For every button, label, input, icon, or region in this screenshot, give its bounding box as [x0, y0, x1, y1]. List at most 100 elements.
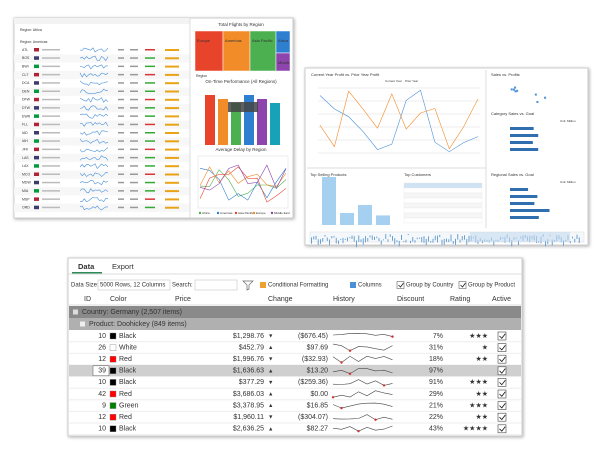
id-cell: 26 [98, 344, 106, 351]
timeline-tick [466, 238, 468, 245]
tab: Data [78, 262, 95, 271]
num [118, 49, 124, 51]
row-sparkline [79, 130, 109, 136]
size-dropdown[interactable] [97, 279, 171, 291]
stars [165, 57, 179, 60]
id-cell: 12 [98, 356, 106, 363]
treemap-label: Europe [197, 38, 211, 43]
profit-line [319, 90, 479, 150]
search-box[interactable] [194, 279, 238, 291]
timeline-tick [380, 240, 382, 245]
flag [34, 106, 39, 110]
timeline-tick [403, 240, 405, 243]
trend [145, 73, 155, 76]
active-checkbox[interactable] [497, 378, 507, 387]
active-checkbox[interactable] [497, 366, 507, 376]
color-cell: Red [119, 414, 132, 421]
timeline-tick [320, 239, 321, 244]
active-checkbox[interactable] [497, 412, 507, 422]
toolbar-button[interactable]: Columns [358, 283, 382, 289]
num [118, 115, 124, 117]
name-bar [42, 156, 60, 159]
flag [34, 164, 39, 168]
timeline-tick [344, 238, 346, 240]
color-cell: Green [119, 402, 139, 409]
grid-header [14, 18, 190, 24]
timeline-tick [430, 240, 432, 243]
active-checkbox[interactable] [497, 331, 507, 341]
active-checkbox[interactable] [497, 343, 507, 352]
bullet-bar [510, 188, 529, 191]
trend [145, 132, 155, 134]
row-sparkline [79, 163, 109, 170]
color-swatch [109, 356, 117, 363]
change-arrow: ▼ [268, 357, 273, 363]
active-checkbox[interactable] [497, 424, 507, 434]
history-sparkline [332, 402, 393, 409]
row-sparkline [79, 88, 109, 95]
change-cell: $82.27 [307, 426, 329, 433]
stars [165, 198, 179, 201]
group-row [69, 306, 521, 318]
delay-line [199, 164, 287, 191]
name-bar [42, 148, 60, 151]
num [118, 82, 124, 84]
column-header: Price [175, 296, 191, 303]
flag [34, 180, 39, 185]
stars [165, 107, 179, 110]
airport-code: JFK [22, 148, 29, 152]
expander[interactable] [73, 309, 78, 315]
change-arrow: ▼ [268, 380, 273, 386]
color-cell: Black [119, 426, 137, 433]
toolbar-button[interactable]: Conditional Formatting [268, 283, 328, 289]
flag [34, 155, 39, 160]
axis-label: Region [196, 74, 207, 78]
checkbox[interactable] [458, 281, 467, 289]
timeline-tick [574, 238, 576, 243]
trend [145, 148, 155, 151]
num [118, 165, 124, 167]
legend-entry: Africa [202, 211, 210, 215]
change-cell: ($676.45) [298, 333, 328, 340]
timeline-tick [367, 238, 369, 242]
trend [145, 107, 155, 109]
discount-cell: 43% [429, 426, 443, 433]
timeline-tick [335, 237, 337, 244]
timeline-tick [414, 240, 416, 243]
stars [165, 49, 179, 51]
row-sparkline [79, 113, 109, 119]
num [130, 148, 138, 151]
scatter-dot [514, 86, 517, 89]
row-band [14, 70, 190, 80]
history-low [357, 429, 360, 433]
timeline-tick [421, 237, 423, 243]
name-bar [42, 198, 60, 200]
expander[interactable] [80, 321, 85, 327]
legend-entry: Current Year [385, 79, 402, 83]
row-band [14, 54, 190, 63]
active-checkbox[interactable] [497, 354, 507, 364]
product-bar [376, 215, 390, 225]
history-sparkline [332, 332, 393, 337]
num [130, 90, 138, 92]
row-band [14, 170, 190, 179]
row-sparkline [79, 55, 109, 62]
active-checkbox[interactable] [497, 389, 507, 399]
timeline-tick [347, 237, 348, 242]
stars [165, 148, 179, 151]
flag [34, 72, 39, 77]
timeline-tick [362, 238, 364, 245]
num [130, 165, 138, 167]
filter-icon[interactable] [242, 280, 254, 291]
timeline-tick [578, 237, 580, 243]
num [118, 206, 124, 209]
row-sparkline [79, 172, 109, 177]
checkbox[interactable] [396, 281, 405, 289]
active-checkbox[interactable] [497, 401, 507, 410]
legend-swatch [234, 211, 238, 215]
bullet-bar [510, 209, 550, 212]
product-bar [358, 205, 372, 225]
line-plot [197, 155, 289, 209]
timeline-tick [387, 239, 389, 242]
chart-title: Current Year Profit vs. Prior Year Profi… [311, 72, 380, 77]
